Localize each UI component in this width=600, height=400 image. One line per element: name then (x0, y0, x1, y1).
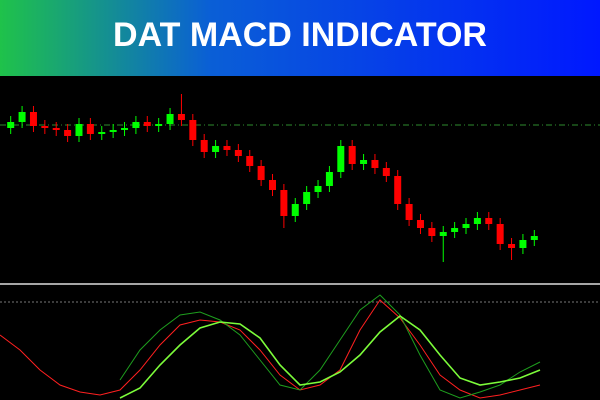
candle-body (189, 120, 197, 140)
candle-body (234, 150, 242, 156)
candle-body (508, 244, 516, 248)
candle-body (132, 122, 140, 128)
candle-body (75, 124, 83, 136)
candle-body (155, 124, 163, 126)
candle-body (496, 224, 504, 244)
candle-body (246, 156, 254, 166)
candle-body (394, 176, 402, 204)
banner (0, 0, 600, 76)
candle-body (519, 240, 527, 248)
candle-body (337, 146, 345, 172)
candle-body (416, 220, 424, 228)
candle-body (52, 128, 60, 130)
candle-body (348, 146, 356, 164)
candle-body (109, 130, 117, 132)
indicator-line (0, 299, 541, 399)
candle-body (530, 236, 538, 240)
candle-body (18, 112, 26, 122)
candle-body (269, 180, 276, 190)
candle-body (223, 146, 231, 150)
candle-body (371, 160, 379, 168)
candle-body (485, 218, 493, 224)
candle-body (473, 218, 481, 224)
candle-body (360, 160, 368, 164)
candle-body (98, 132, 106, 134)
candle-body (166, 114, 174, 124)
candle-body (291, 204, 299, 216)
candle-body (29, 112, 37, 126)
indicator-line (119, 315, 541, 399)
candle-body (212, 146, 220, 152)
candle-body (177, 114, 185, 120)
candle-body (121, 128, 129, 130)
candle-body (428, 228, 436, 236)
candle-body (303, 192, 311, 204)
candle-body (451, 228, 459, 232)
indicator-line (119, 294, 541, 399)
candle-body (382, 168, 390, 176)
candle-body (64, 130, 72, 136)
candle-body (7, 122, 15, 128)
chart-title: DAT MACD INDICATOR (113, 16, 487, 54)
candle-body (257, 166, 265, 180)
candle-body (405, 204, 413, 220)
candle-body (280, 190, 288, 216)
candle-body (314, 186, 322, 192)
candle-body (200, 140, 208, 152)
candle-body (41, 126, 49, 128)
candle-body (143, 122, 151, 126)
candle-body (86, 124, 94, 134)
candle-body (325, 172, 333, 186)
candle-body (439, 232, 447, 236)
candle-body (462, 224, 470, 228)
